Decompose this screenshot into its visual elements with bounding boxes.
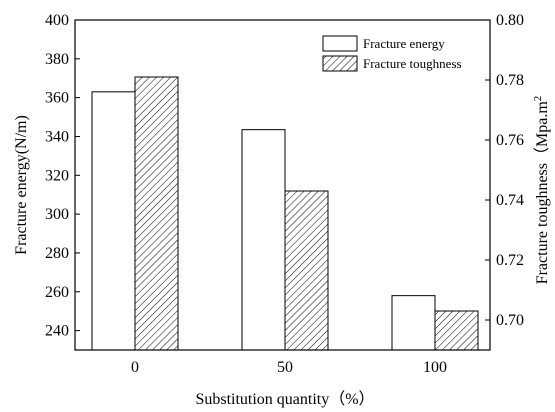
left-axis-label: Fracture energy(N/m) <box>13 115 30 255</box>
bar-fracture-energy-50 <box>241 129 286 351</box>
left-tick-label: 360 <box>45 90 69 107</box>
right-axis: 0.70 0.72 0.74 0.76 0.78 0.80 <box>485 12 524 329</box>
x-tick-label: 0 <box>131 359 139 376</box>
right-tick-label: 0.72 <box>496 252 524 269</box>
bar-fracture-toughness-100 <box>434 310 479 351</box>
x-tick-label: 100 <box>423 359 447 376</box>
legend: Fracture energy Fracture toughness <box>322 35 462 72</box>
right-tick-label: 0.80 <box>496 12 524 29</box>
left-tick-label: 300 <box>45 206 69 223</box>
bar-fracture-energy-100 <box>391 295 436 351</box>
right-tick-label: 0.78 <box>496 72 524 89</box>
left-tick-label: 400 <box>45 12 69 29</box>
right-tick-label: 0.76 <box>496 132 524 149</box>
legend-label-fracture-energy: Fracture energy <box>363 36 445 51</box>
bar-fracture-toughness-50 <box>284 190 329 351</box>
right-tick-label: 0.70 <box>496 312 524 329</box>
left-axis: 240 260 280 300 320 340 360 380 400 <box>45 12 80 340</box>
legend-swatch-fracture-toughness <box>322 55 358 72</box>
right-axis-label-superscript: 2 <box>532 96 544 102</box>
left-tick-label: 320 <box>45 167 69 184</box>
left-tick-label: 240 <box>45 323 69 340</box>
right-axis-label: Fracture toughness（Mpa.m2 <box>532 96 551 285</box>
x-axis-label: Substitution quantity（%） <box>195 390 374 408</box>
left-tick-label: 280 <box>45 245 69 262</box>
right-tick-label: 0.74 <box>496 192 524 209</box>
left-tick-label: 260 <box>45 284 69 301</box>
x-tick-label: 50 <box>277 359 293 376</box>
legend-swatch-fracture-energy <box>322 35 358 52</box>
legend-label-fracture-toughness: Fracture toughness <box>363 56 462 71</box>
left-tick-label: 340 <box>45 128 69 145</box>
bar-fracture-energy-0 <box>91 91 136 351</box>
plot-frame <box>74 19 491 351</box>
x-axis: 0 50 100 <box>131 345 447 376</box>
bar-fracture-toughness-0 <box>134 76 179 351</box>
bars-layer <box>91 76 479 351</box>
right-axis-label-main: Fracture toughness（Mpa.m <box>533 101 551 285</box>
left-tick-label: 380 <box>45 51 69 68</box>
